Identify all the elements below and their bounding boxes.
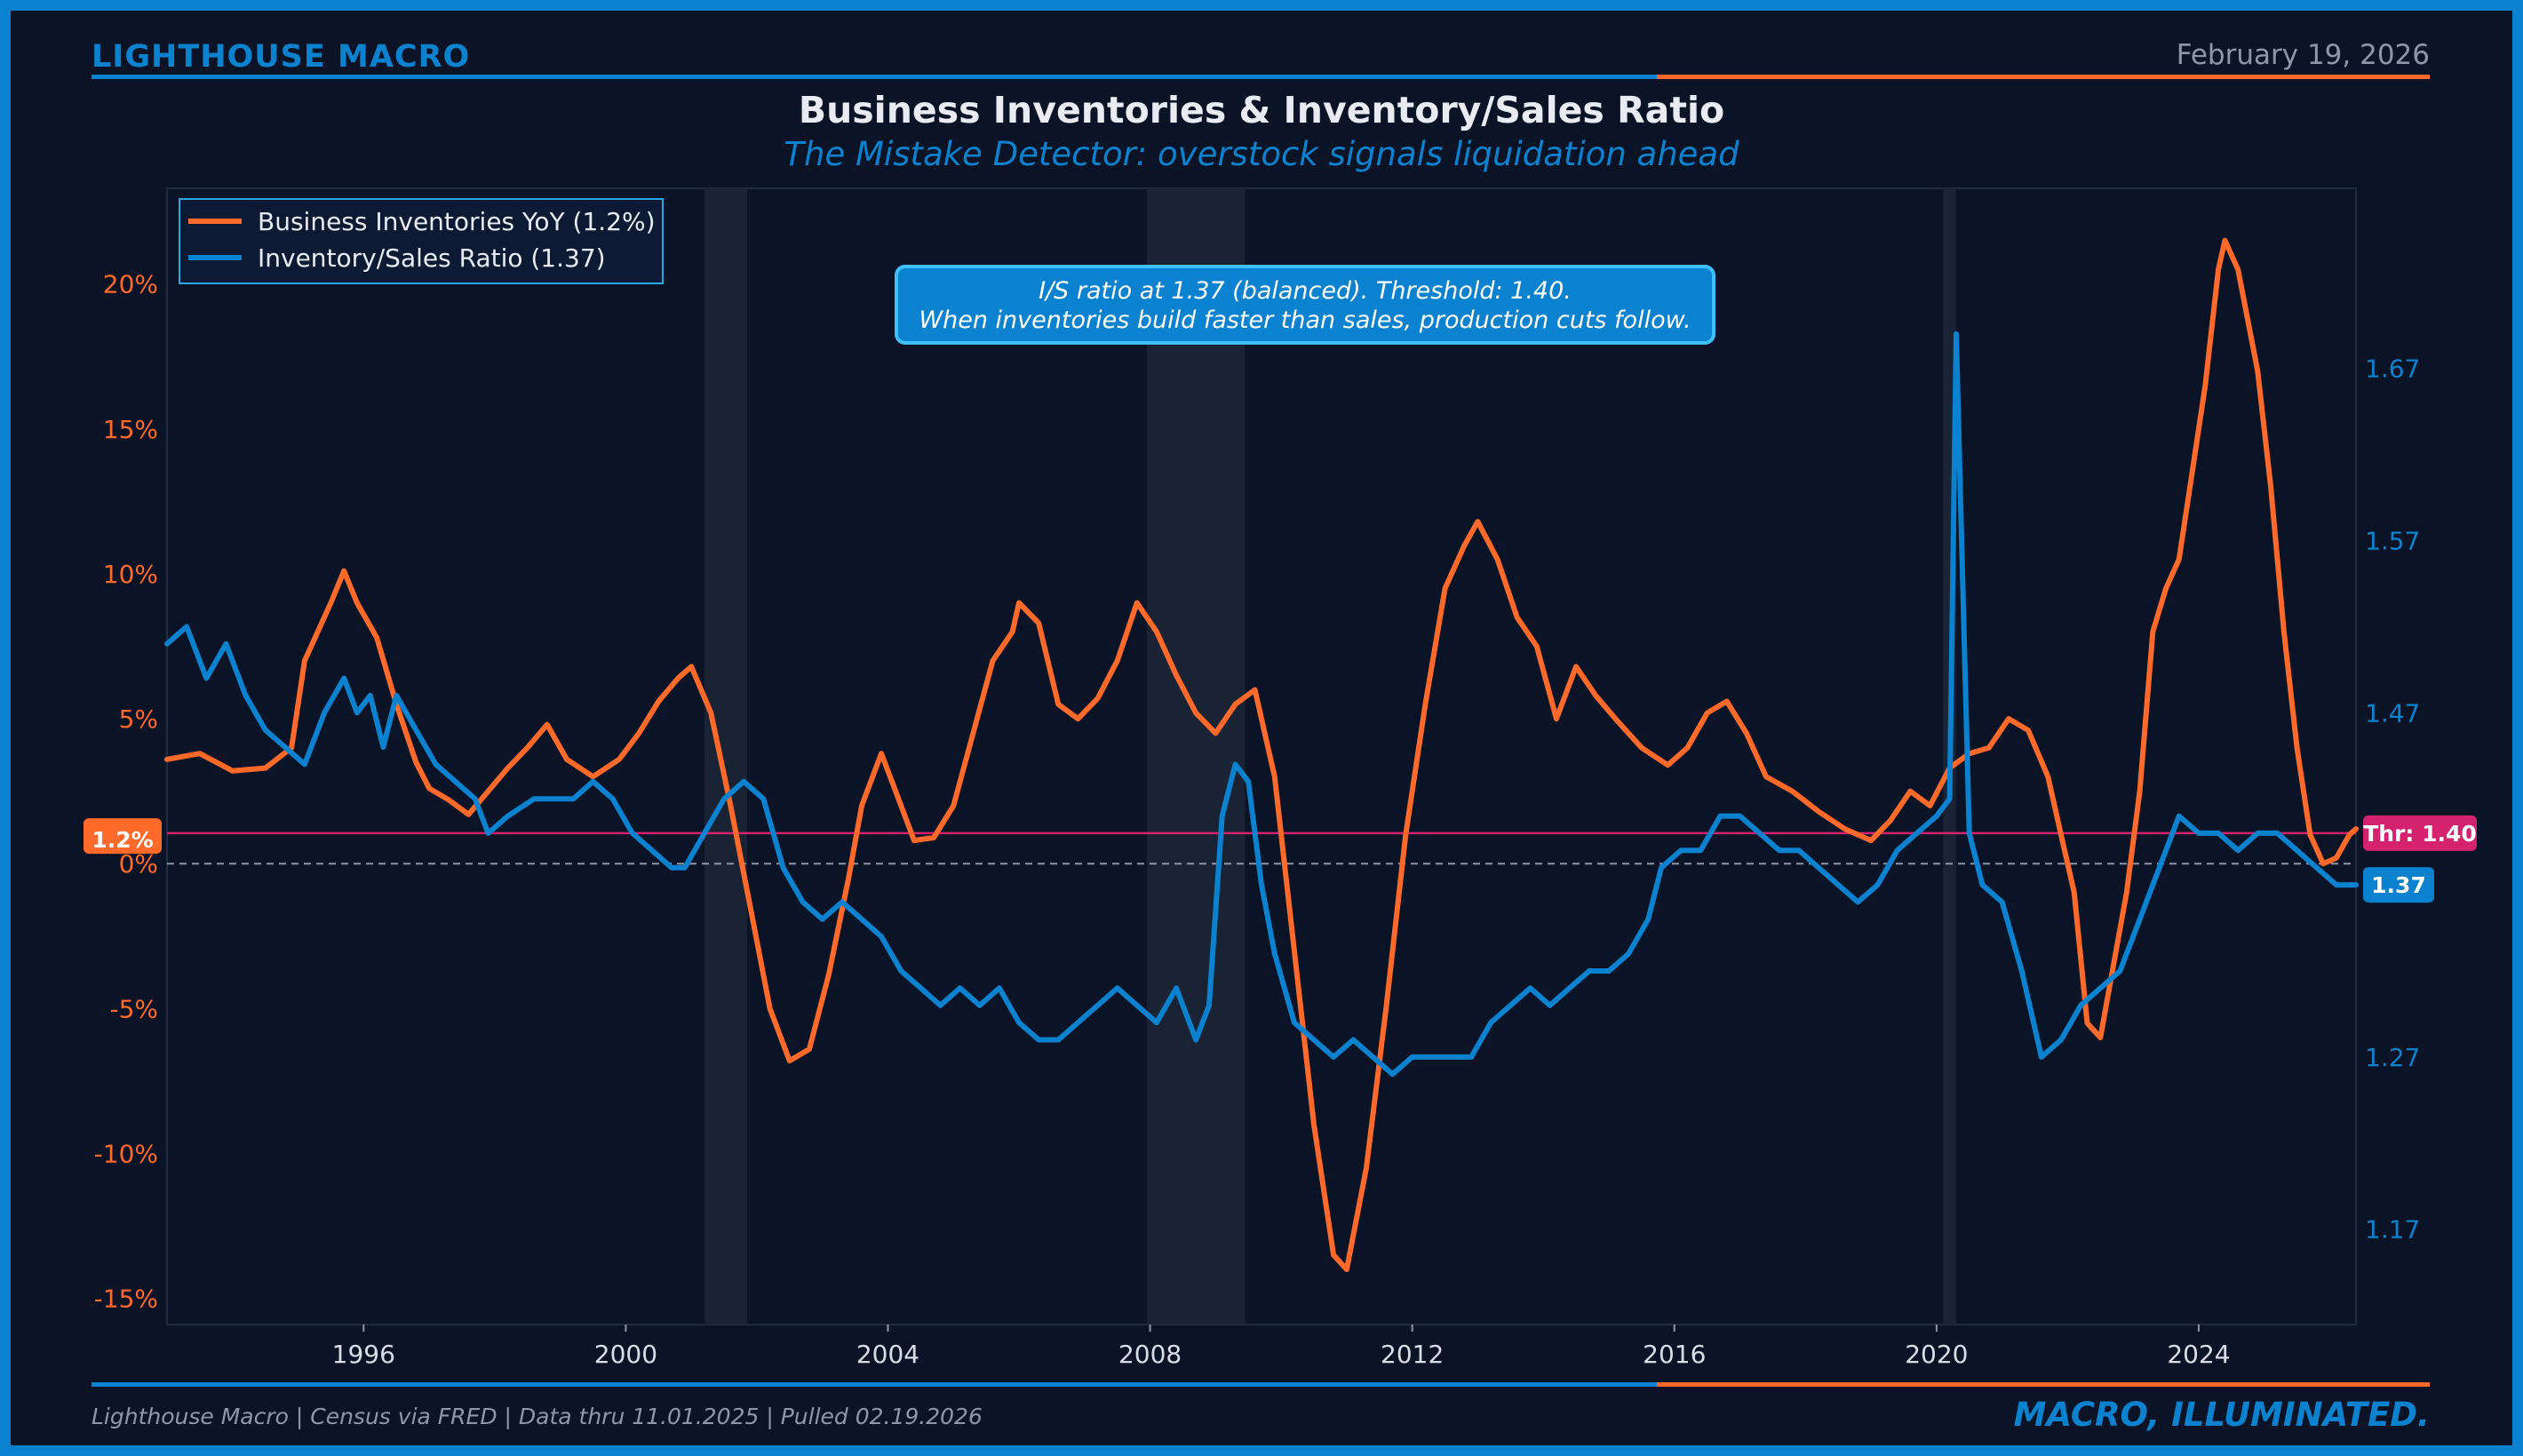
y-left-tick-label: -15% [94, 1285, 158, 1314]
x-tick-label: 2016 [1643, 1340, 1706, 1369]
annotation-line-1: I/S ratio at 1.37 (balanced). Threshold:… [1039, 277, 1572, 305]
x-tick-label: 2008 [1118, 1340, 1182, 1369]
recession-band [1146, 188, 1246, 1325]
chart-title: Business Inventories & Inventory/Sales R… [798, 89, 1725, 131]
last-value-badge-left [84, 818, 162, 855]
y-right-tick-label: 1.67 [2365, 354, 2420, 384]
y-left-tick-label: 15% [103, 415, 158, 444]
annotation-box [895, 265, 1715, 345]
y-left-tick-label: 0% [119, 849, 158, 879]
legend-box [179, 198, 664, 284]
chart-subtitle: The Mistake Detector: overstock signals … [784, 135, 1739, 173]
header-rule-blue [92, 75, 1657, 79]
legend-label: Business Inventories YoY (1.2%) [258, 207, 656, 236]
x-tick-label: 1996 [332, 1340, 395, 1369]
annotation-line-2: When inventories build faster than sales… [919, 306, 1691, 334]
is-ratio-line [164, 330, 2359, 1078]
tagline: MACRO, ILLUMINATED. [2013, 1396, 2430, 1434]
y-right-tick-label: 1.17 [2365, 1215, 2420, 1245]
plot-area [166, 187, 2357, 1325]
report-date: February 19, 2026 [2176, 39, 2430, 71]
y-left-tick-label: -10% [94, 1139, 158, 1168]
y-right-tick-label: 1.47 [2365, 698, 2420, 728]
footer-rule-orange [1657, 1382, 2430, 1387]
last-value-left: 1.2% [92, 827, 153, 853]
last-value-right: 1.37 [2371, 872, 2426, 898]
threshold-label: Thr: 1.40 [2363, 821, 2477, 847]
x-tick-label: 2020 [1905, 1340, 1968, 1369]
header-rule-orange [1657, 75, 2430, 79]
legend-label: Inventory/Sales Ratio (1.37) [258, 243, 606, 273]
recession-band [704, 188, 747, 1325]
y-left-tick-label: 5% [119, 704, 158, 734]
y-right-tick-label: 1.27 [2365, 1043, 2420, 1072]
x-tick-label: 2000 [594, 1340, 657, 1369]
threshold-badge [2363, 815, 2477, 851]
x-tick-label: 2024 [2167, 1340, 2230, 1369]
source-note: Lighthouse Macro | Census via FRED | Dat… [92, 1404, 983, 1429]
y-left-tick-label: 10% [103, 560, 158, 589]
footer-rule-blue [92, 1382, 1657, 1387]
last-value-badge-right [2363, 867, 2434, 903]
y-right-tick-label: 1.57 [2365, 526, 2420, 555]
brand-title: LIGHTHOUSE MACRO [92, 39, 471, 75]
y-left-tick-label: -5% [109, 994, 158, 1023]
inventories-yoy-line [164, 237, 2359, 1272]
y-left-tick-label: 20% [103, 270, 158, 299]
x-tick-label: 2012 [1381, 1340, 1444, 1369]
x-tick-label: 2004 [856, 1340, 919, 1369]
